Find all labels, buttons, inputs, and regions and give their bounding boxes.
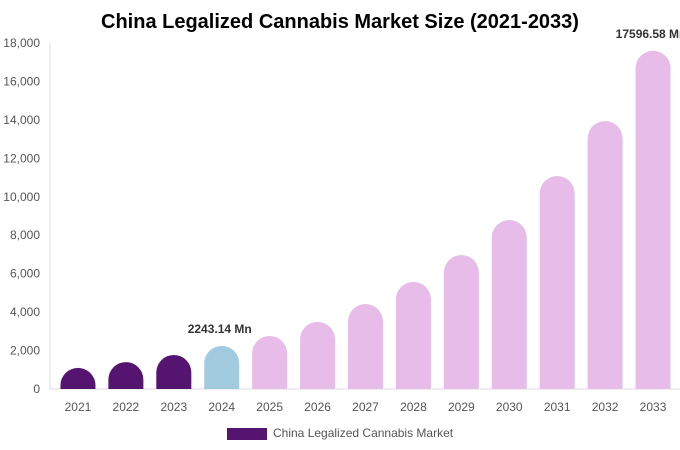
- x-tick-label: 2031: [544, 400, 571, 414]
- bar-2028[interactable]: [395, 281, 431, 389]
- bar-2026[interactable]: [300, 321, 336, 389]
- data-label: 17596.58 Mn: [616, 27, 680, 41]
- y-tick-label: 18,000: [3, 36, 40, 50]
- bar-2032[interactable]: [587, 121, 623, 389]
- x-tick-label: 2022: [113, 400, 140, 414]
- legend-label[interactable]: China Legalized Cannabis Market: [273, 426, 454, 440]
- y-tick-label: 10,000: [3, 190, 40, 204]
- bar-2022[interactable]: [108, 362, 144, 389]
- legend-swatch: [227, 428, 267, 440]
- bar-2033[interactable]: [635, 50, 671, 389]
- x-tick-label: 2027: [352, 400, 379, 414]
- x-tick-label: 2032: [592, 400, 619, 414]
- chart-title: China Legalized Cannabis Market Size (20…: [101, 11, 579, 33]
- x-tick-label: 2024: [208, 400, 235, 414]
- bar-2029[interactable]: [443, 255, 479, 389]
- y-tick-label: 14,000: [3, 113, 40, 127]
- x-tick-label: 2029: [448, 400, 475, 414]
- y-tick-label: 8,000: [10, 228, 40, 242]
- x-tick-label: 2033: [640, 400, 667, 414]
- bar-2021[interactable]: [60, 367, 96, 389]
- y-tick-label: 2,000: [10, 344, 40, 358]
- x-tick-label: 2026: [304, 400, 331, 414]
- x-tick-label: 2025: [256, 400, 283, 414]
- y-tick-label: 0: [33, 382, 40, 396]
- y-tick-label: 6,000: [10, 267, 40, 281]
- bar-2027[interactable]: [348, 304, 383, 389]
- y-tick-label: 12,000: [3, 151, 40, 165]
- bar-2024[interactable]: [204, 345, 240, 389]
- y-tick-label: 4,000: [10, 305, 40, 319]
- x-tick-label: 2023: [160, 400, 187, 414]
- bar-2023[interactable]: [156, 354, 192, 389]
- x-tick-label: 2021: [65, 400, 92, 414]
- bar-2031[interactable]: [539, 176, 575, 389]
- data-label: 2243.14 Mn: [188, 322, 252, 336]
- y-tick-label: 16,000: [3, 74, 40, 88]
- x-tick-label: 2028: [400, 400, 427, 414]
- x-tick-label: 2030: [496, 400, 523, 414]
- bar-2030[interactable]: [491, 220, 527, 389]
- bar-2025[interactable]: [252, 335, 288, 389]
